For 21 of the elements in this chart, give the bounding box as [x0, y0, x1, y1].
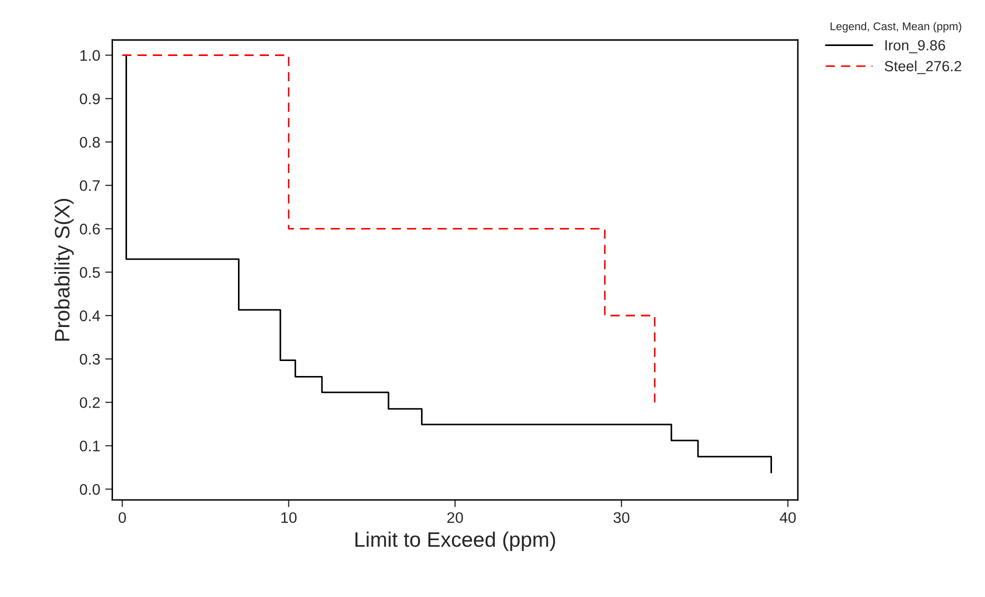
legend-label: Steel_276.2 [884, 60, 962, 74]
y-tick-label: 1.0 [80, 50, 100, 61]
y-tick-label: 0.4 [80, 310, 100, 322]
y-tick-label: 0.9 [80, 93, 100, 104]
y-tick-label: 0.0 [80, 484, 100, 495]
y-tick-label: 0.8 [80, 136, 100, 148]
legend-title: Legend, Cast, Mean (ppm) [830, 22, 962, 32]
legend-label: Iron_9.86 [885, 40, 946, 54]
y-axis-title: Probability S(X) [54, 198, 74, 341]
x-tick-label: 20 [447, 512, 463, 524]
y-tick-label: 0.2 [80, 397, 100, 408]
x-tick-label: 30 [614, 512, 630, 524]
y-tick-label: 0.6 [80, 224, 100, 234]
x-tick-label: 40 [780, 512, 796, 524]
y-tick-label: 0.1 [80, 440, 100, 452]
x-tick-label: 0 [118, 512, 126, 524]
y-tick-label: 0.7 [80, 180, 100, 192]
x-axis-title: Limit to Exceed (ppm) [355, 532, 556, 552]
y-tick-label: 0.3 [80, 354, 100, 365]
y-tick-label: 0.5 [80, 267, 100, 278]
x-tick-label: 10 [281, 512, 297, 524]
